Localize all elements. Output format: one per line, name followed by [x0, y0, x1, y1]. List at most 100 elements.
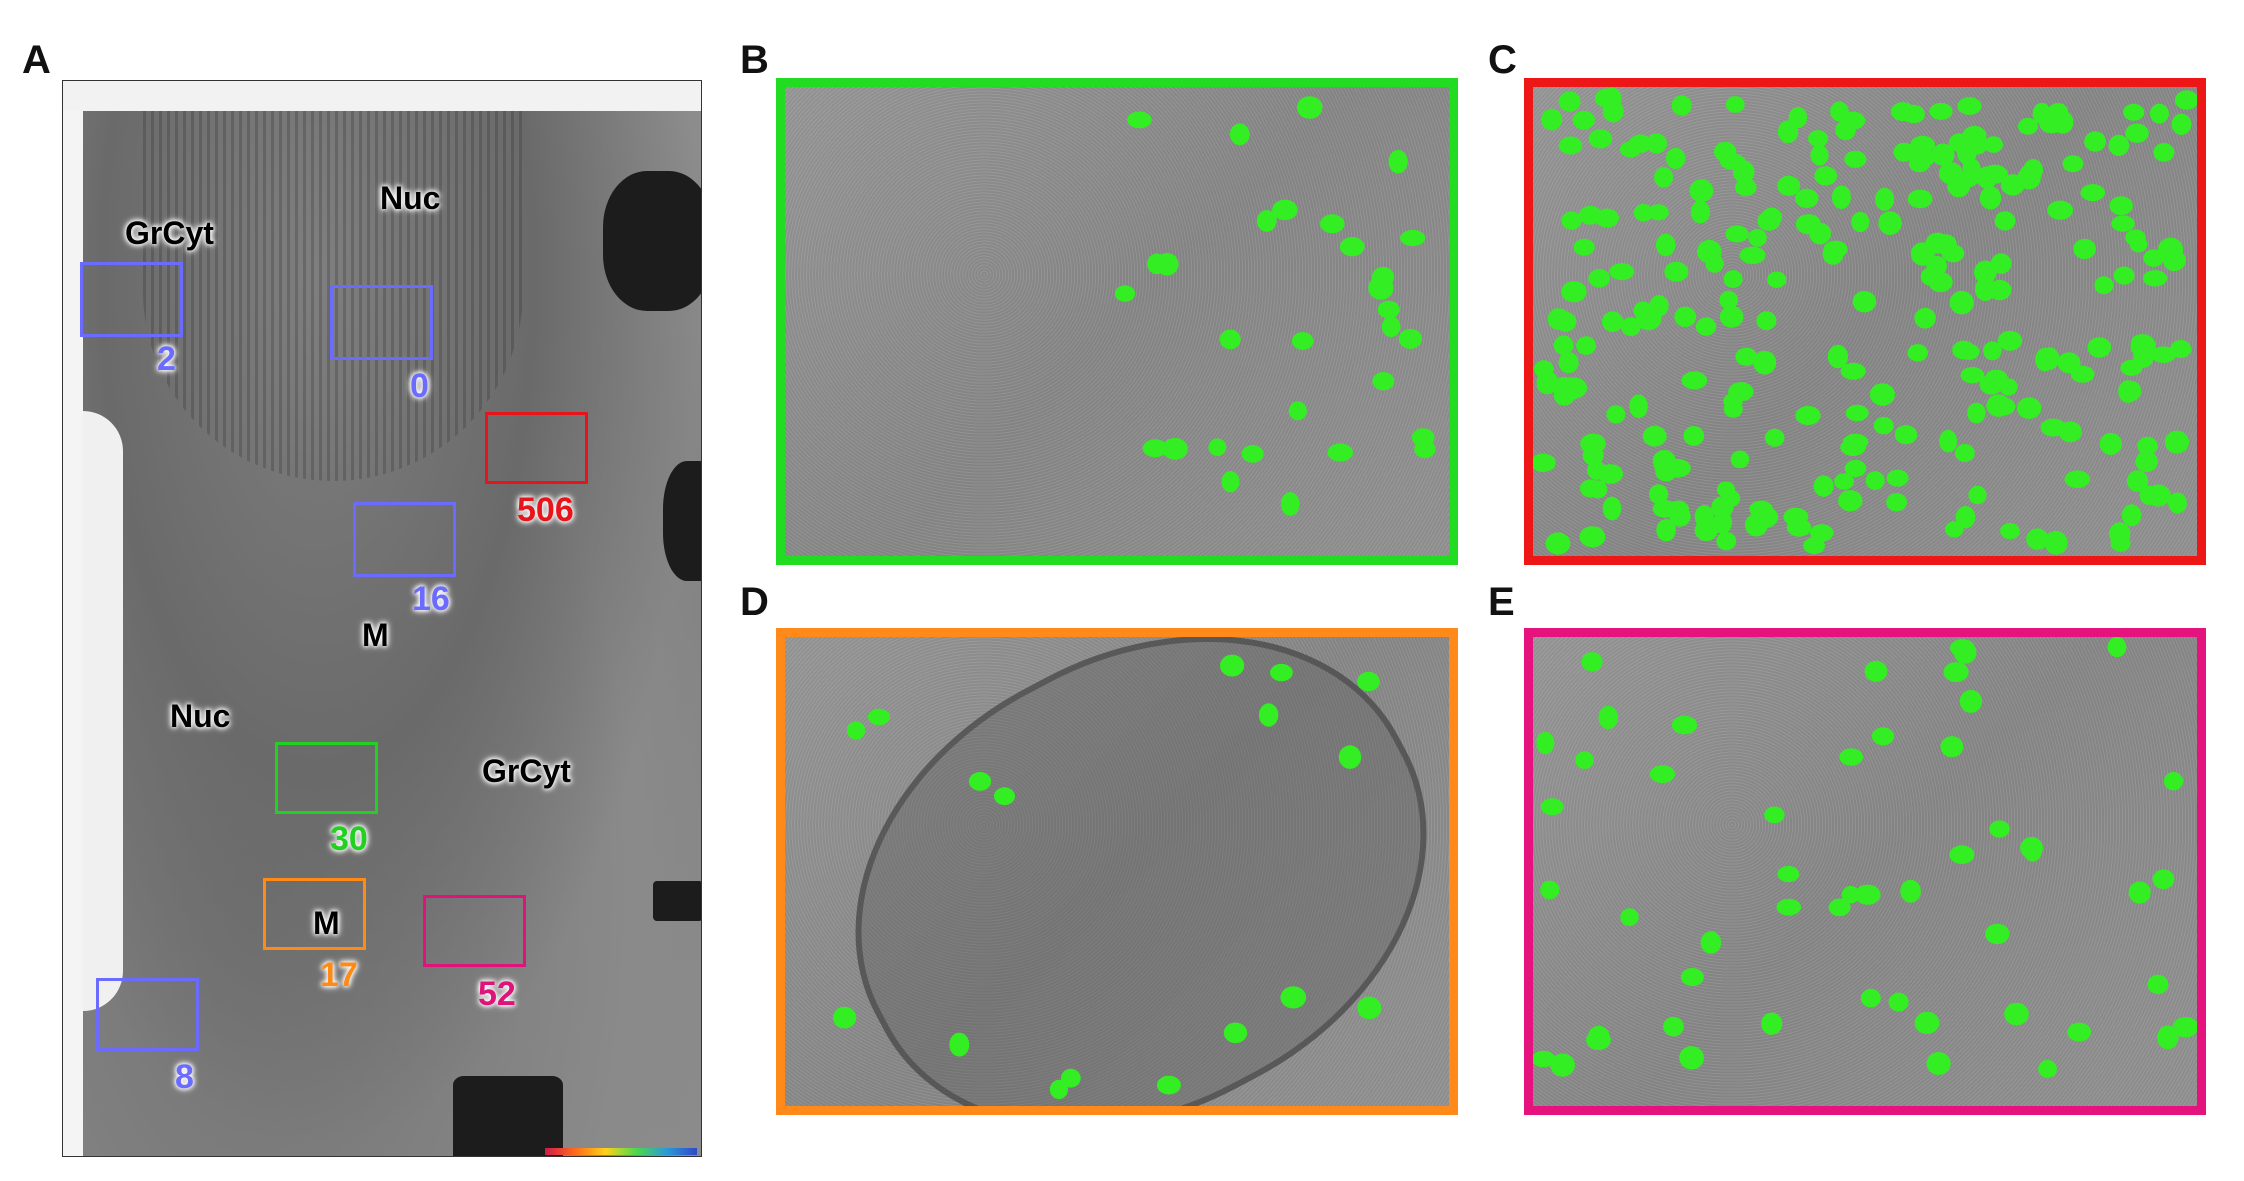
- roi-box-16: [353, 502, 456, 577]
- particle-pick: [1357, 671, 1380, 692]
- particle-pick: [2120, 359, 2143, 376]
- particle-pick: [2123, 103, 2145, 121]
- particle-pick: [2109, 196, 2133, 216]
- particle-pick: [1536, 731, 1555, 755]
- particle-pick: [1958, 343, 1980, 360]
- particle-pick: [1813, 475, 1834, 497]
- particle-pick: [1730, 450, 1750, 469]
- ice-crystal-top-right: [603, 171, 701, 311]
- particle-pick: [1873, 417, 1894, 435]
- particle-pick: [1296, 96, 1323, 119]
- particle-pick: [2099, 432, 2122, 455]
- particle-pick: [1949, 290, 1974, 315]
- particle-pick: [2016, 167, 2041, 190]
- panel-letter-a: A: [22, 38, 51, 82]
- particle-pick: [1723, 270, 1743, 289]
- particle-pick: [1949, 845, 1975, 864]
- particle-pick: [1579, 526, 1606, 548]
- label-grcyt-right: GrCyt: [482, 753, 571, 789]
- top-margin: [63, 81, 701, 111]
- roi-count-17: 17: [320, 956, 358, 994]
- particle-pick: [1910, 242, 1935, 266]
- particle-pick: [1700, 931, 1722, 954]
- particle-pick: [1258, 703, 1279, 727]
- particle-pick: [1860, 988, 1881, 1008]
- particle-pick: [1878, 211, 1902, 235]
- particle-pick: [2125, 229, 2146, 246]
- particle-pick: [2004, 1002, 2029, 1026]
- particle-pick: [1573, 238, 1595, 256]
- particle-pick: [1931, 143, 1955, 166]
- roi-count-52: 52: [478, 975, 516, 1013]
- particle-pick: [1533, 453, 1556, 472]
- particle-pick: [1533, 1050, 1556, 1068]
- particle-pick: [1907, 344, 1928, 362]
- particle-pick: [1984, 136, 2003, 153]
- particle-pick: [1288, 401, 1307, 421]
- particle-pick: [2130, 334, 2154, 351]
- particle-pick: [1162, 437, 1188, 460]
- dark-edge-right: [663, 461, 701, 581]
- particle-pick: [1795, 214, 1822, 235]
- particle-pick: [1960, 367, 1985, 384]
- particle-pick: [1871, 727, 1895, 746]
- particle-pick: [1947, 173, 1971, 198]
- particle-pick: [1810, 144, 1829, 166]
- particle-pick: [1690, 200, 1711, 224]
- particle-pick: [1398, 328, 1423, 349]
- particle-pick: [2153, 143, 2175, 162]
- particle-pick: [2108, 134, 2130, 156]
- particle-pick: [1955, 506, 1976, 529]
- particle-pick: [2149, 103, 2169, 124]
- roi-count-0: 0: [410, 367, 429, 405]
- dark-edge-right-lower: [653, 881, 701, 921]
- particle-pick: [1716, 531, 1737, 551]
- particle-pick: [1894, 425, 1918, 445]
- particle-pick: [1831, 185, 1851, 209]
- particle-pick: [1561, 281, 1587, 303]
- particle-pick: [1629, 394, 1648, 419]
- particle-pick: [1649, 295, 1669, 317]
- particle-pick: [2084, 131, 2106, 152]
- particle-pick: [1788, 107, 1808, 128]
- particle-pick: [1834, 473, 1855, 490]
- particle-pick: [1888, 992, 1909, 1012]
- left-margin: [63, 81, 83, 1156]
- particle-pick: [1997, 330, 2023, 351]
- particle-pick: [1851, 211, 1870, 233]
- particle-pick: [1914, 1011, 1940, 1035]
- particle-pick: [1735, 178, 1757, 197]
- particle-pick: [1578, 205, 1602, 225]
- panel-letter-d: D: [740, 580, 769, 624]
- particle-pick: [1572, 110, 1595, 130]
- particle-pick: [1060, 1068, 1081, 1088]
- particle-pick: [1533, 360, 1554, 378]
- particle-pick: [1957, 97, 1982, 115]
- particle-pick: [1719, 305, 1744, 328]
- color-scale-bar: [545, 1148, 697, 1155]
- particle-pick: [1156, 1075, 1181, 1095]
- particle-pick: [1991, 397, 2016, 416]
- particle-pick: [2107, 637, 2127, 658]
- panel-letter-e: E: [1488, 580, 1515, 624]
- particle-pick: [1803, 537, 1825, 554]
- particle-pick: [1291, 332, 1314, 350]
- particle-pick: [1598, 705, 1619, 730]
- particle-pick: [1561, 377, 1582, 401]
- particle-pick: [1838, 490, 1863, 512]
- particle-pick: [1814, 166, 1838, 186]
- particle-pick: [2151, 346, 2176, 364]
- particle-pick: [1114, 285, 1136, 302]
- particle-pick: [1910, 135, 1935, 153]
- particle-pick: [1689, 179, 1714, 203]
- particle-pick: [2163, 772, 2184, 791]
- particle-pick: [1808, 130, 1829, 148]
- particle-pick: [1372, 372, 1395, 391]
- particle-pick: [1339, 237, 1365, 257]
- particle-pick: [1338, 745, 1362, 769]
- particle-pick: [1609, 263, 1635, 281]
- particle-pick: [1939, 429, 1958, 453]
- particle-pick: [1967, 402, 1986, 424]
- particle-pick: [1575, 751, 1594, 769]
- particle-pick: [1869, 383, 1895, 406]
